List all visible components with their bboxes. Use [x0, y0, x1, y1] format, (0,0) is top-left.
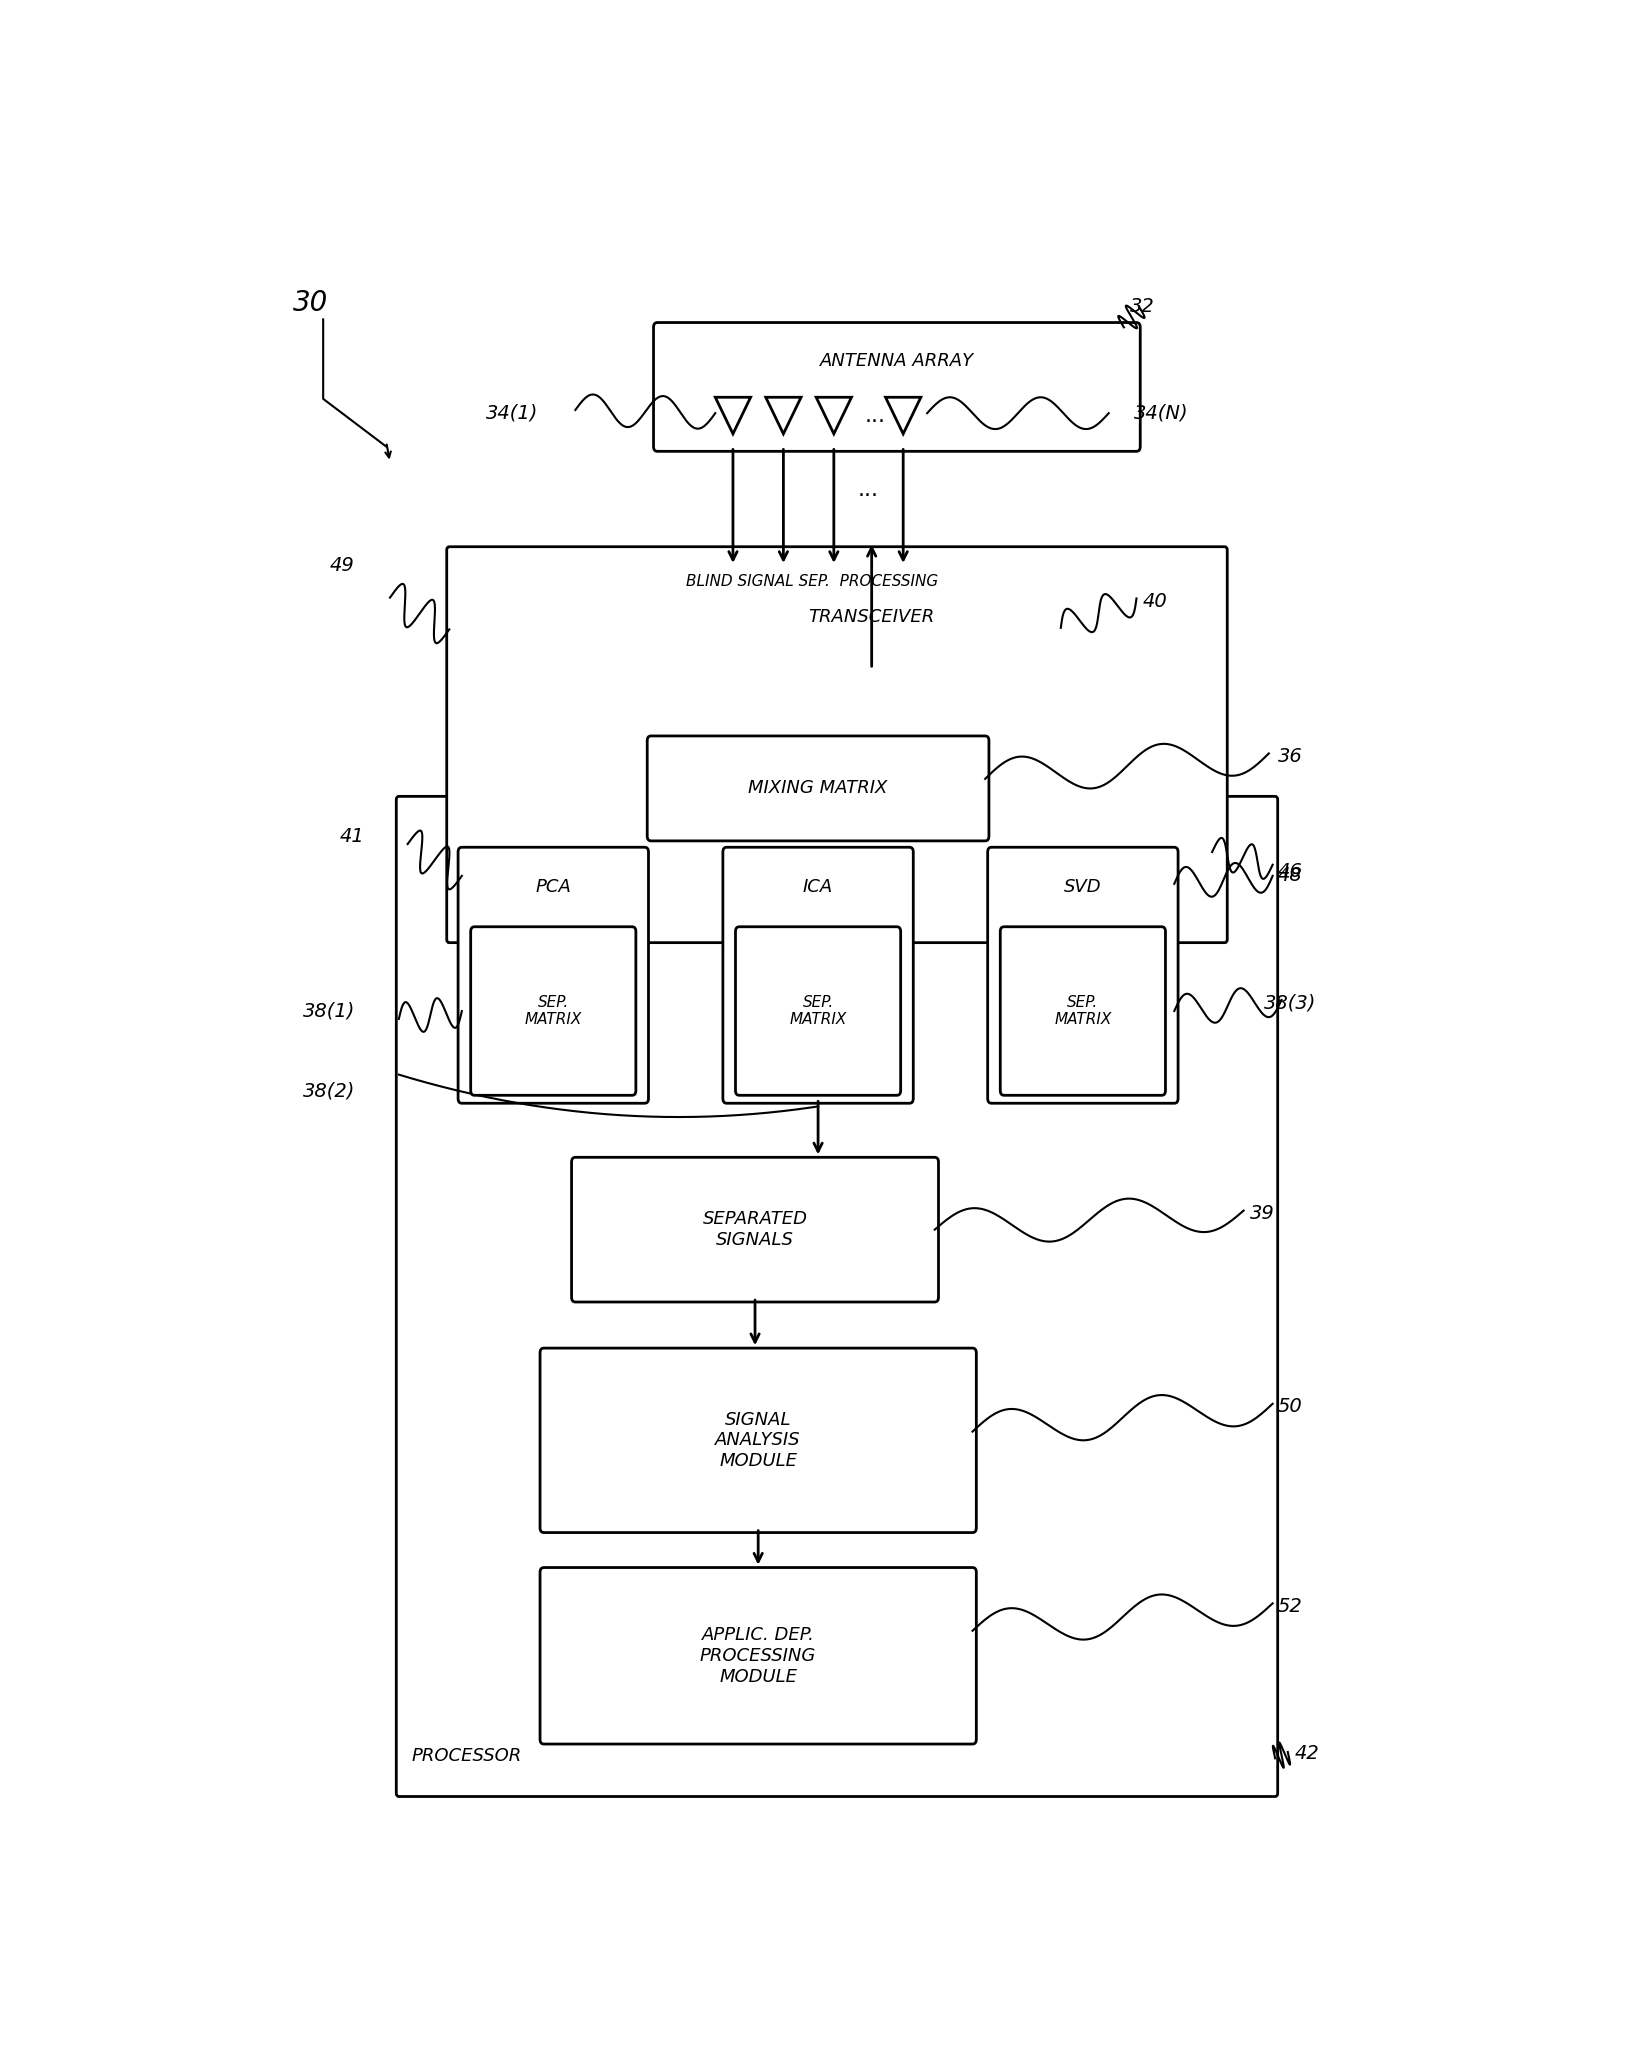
Text: 42: 42	[1295, 1745, 1319, 1764]
Text: 38(1): 38(1)	[303, 1002, 356, 1020]
FancyBboxPatch shape	[397, 797, 1277, 1797]
FancyBboxPatch shape	[447, 547, 1227, 942]
Text: MIXING MATRIX: MIXING MATRIX	[748, 779, 888, 797]
Text: 50: 50	[1277, 1398, 1303, 1417]
Text: 39: 39	[1250, 1204, 1276, 1222]
Text: ...: ...	[857, 481, 879, 500]
FancyBboxPatch shape	[648, 735, 989, 840]
Text: ANTENNA ARRAY: ANTENNA ARRAY	[820, 351, 975, 370]
Text: 34(1): 34(1)	[486, 403, 539, 423]
FancyBboxPatch shape	[571, 1156, 939, 1303]
Text: SEPARATED
SIGNALS: SEPARATED SIGNALS	[703, 1210, 807, 1249]
FancyBboxPatch shape	[1001, 927, 1165, 1094]
Text: SIGNAL
ANALYSIS
MODULE: SIGNAL ANALYSIS MODULE	[716, 1410, 800, 1470]
Text: BLIND SIGNAL SEP.  PROCESSING: BLIND SIGNAL SEP. PROCESSING	[685, 574, 937, 589]
Text: 30: 30	[293, 289, 329, 318]
Text: 38(2): 38(2)	[303, 1080, 356, 1101]
Text: TRANSCEIVER: TRANSCEIVER	[809, 609, 936, 626]
Text: 41: 41	[340, 826, 364, 847]
FancyBboxPatch shape	[722, 847, 913, 1103]
Text: 40: 40	[1144, 593, 1168, 611]
FancyBboxPatch shape	[470, 927, 636, 1094]
Text: 38(3): 38(3)	[1264, 993, 1316, 1012]
Text: SEP.
MATRIX: SEP. MATRIX	[1054, 995, 1111, 1026]
FancyBboxPatch shape	[540, 1348, 976, 1532]
Text: PROCESSOR: PROCESSOR	[412, 1747, 522, 1766]
FancyBboxPatch shape	[540, 1567, 976, 1745]
Text: ICA: ICA	[804, 878, 833, 896]
Text: 52: 52	[1277, 1596, 1303, 1617]
FancyBboxPatch shape	[735, 927, 901, 1094]
Text: PCA: PCA	[535, 878, 571, 896]
Text: 46: 46	[1277, 861, 1303, 880]
Text: APPLIC. DEP.
PROCESSING
MODULE: APPLIC. DEP. PROCESSING MODULE	[700, 1625, 817, 1685]
FancyBboxPatch shape	[678, 562, 1064, 673]
FancyBboxPatch shape	[654, 322, 1141, 452]
Text: SEP.
MATRIX: SEP. MATRIX	[524, 995, 582, 1026]
Text: 36: 36	[1277, 748, 1303, 766]
Text: 32: 32	[1131, 297, 1155, 316]
Text: SVD: SVD	[1064, 878, 1101, 896]
Text: SEP.
MATRIX: SEP. MATRIX	[789, 995, 846, 1026]
Text: 34(N): 34(N)	[1134, 403, 1189, 423]
FancyBboxPatch shape	[459, 847, 649, 1103]
Text: 48: 48	[1277, 867, 1303, 886]
Text: ...: ...	[866, 405, 887, 425]
Text: 49: 49	[330, 555, 355, 576]
FancyBboxPatch shape	[988, 847, 1178, 1103]
